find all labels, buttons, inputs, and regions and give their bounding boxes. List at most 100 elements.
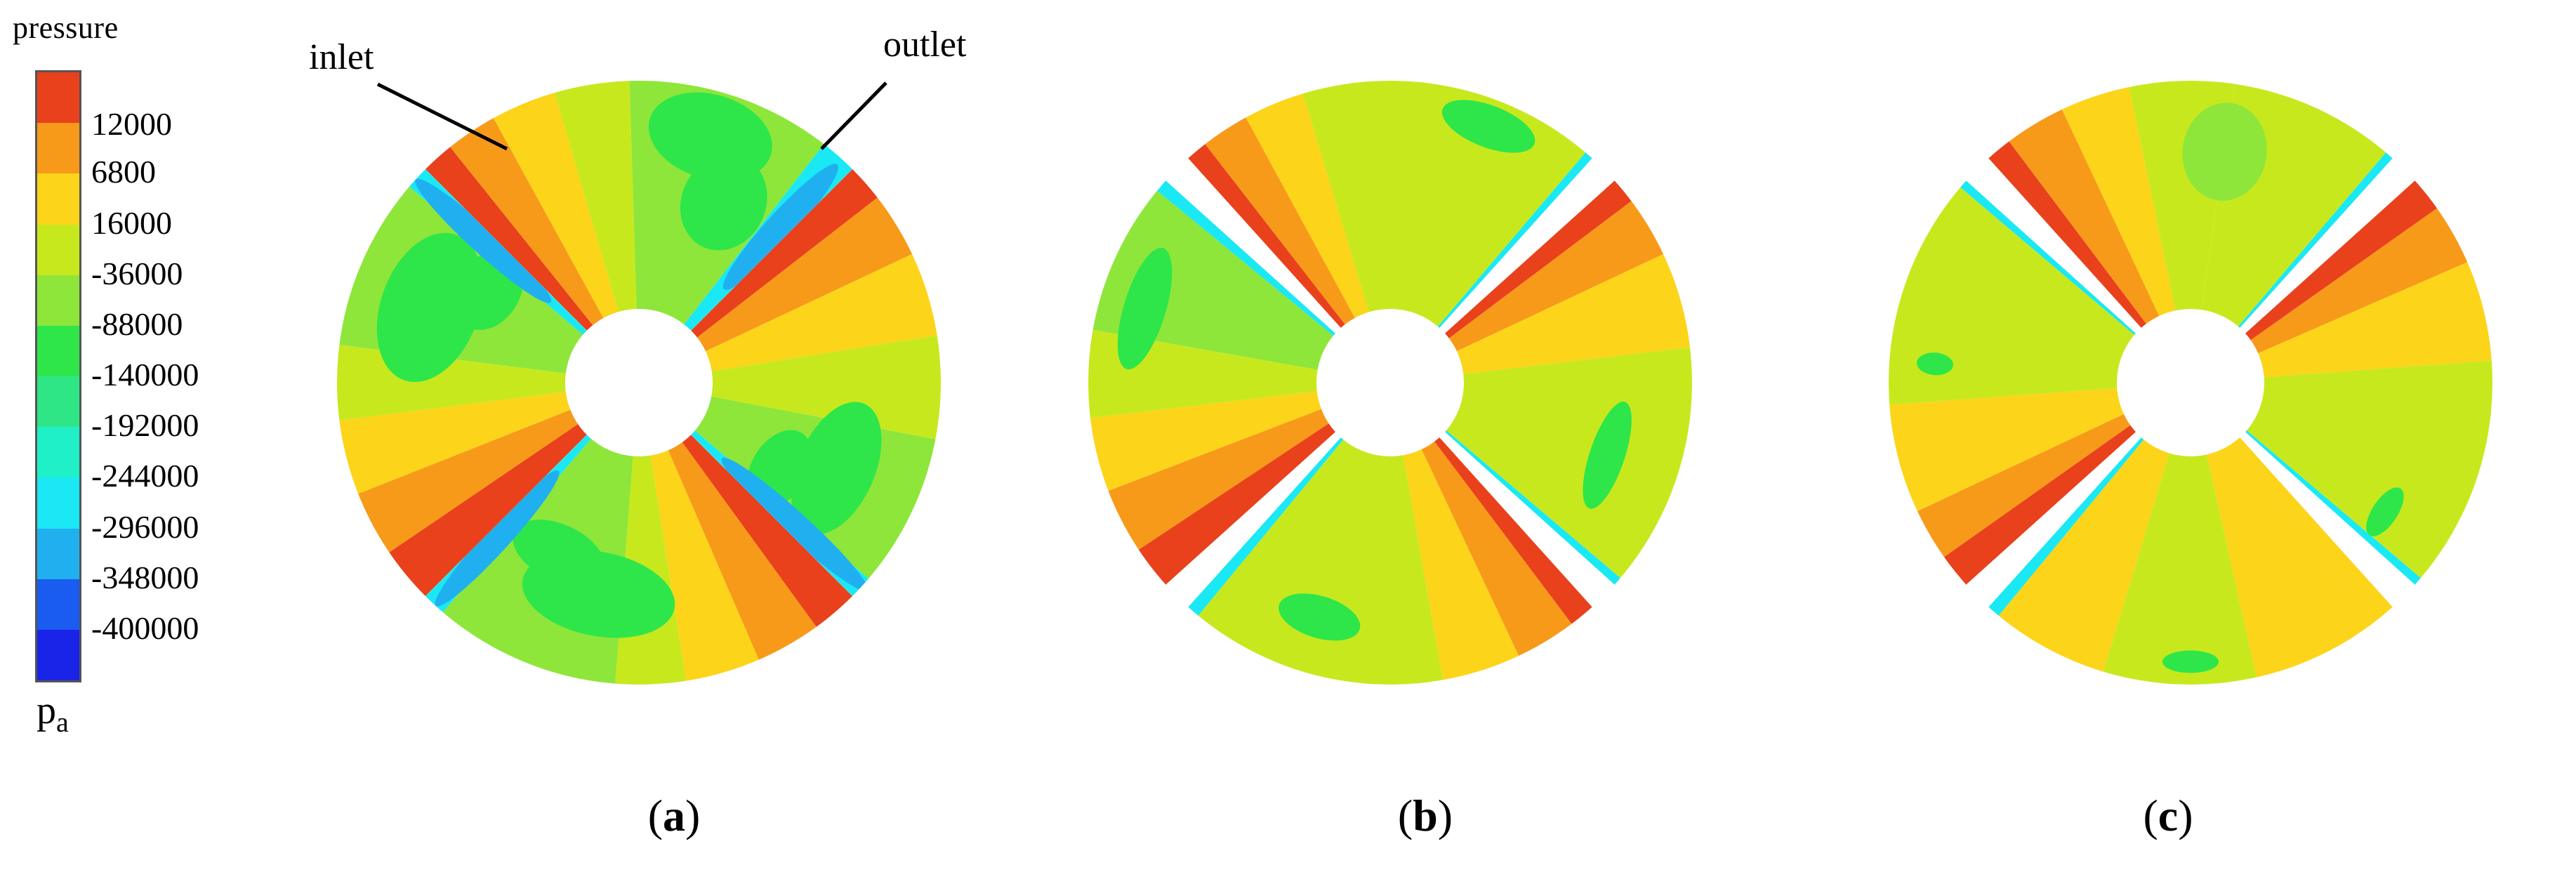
blade-top [425, 81, 853, 331]
panel-a-caption-letter: a [663, 791, 685, 840]
pressure-band [1420, 438, 1574, 659]
panel-b-caption-close: ) [1437, 791, 1453, 840]
pressure-band [448, 114, 605, 328]
pressure-band [708, 334, 941, 440]
pressure-band [1453, 252, 1692, 375]
outlet-label: outlet [883, 25, 967, 65]
pressure-band [2245, 180, 2440, 343]
panel-a-contour [337, 81, 941, 685]
legend-swatch [37, 123, 79, 174]
legend-unit-main: p [37, 689, 56, 732]
pressure-band [553, 81, 637, 315]
legend-swatch [37, 528, 79, 580]
panel-b-caption-open: ( [1397, 791, 1413, 840]
pressure-band [1445, 347, 1692, 581]
pressure-region [721, 457, 868, 592]
blade-top [1988, 81, 2393, 328]
legend-tick-label: -140000 [91, 357, 199, 392]
pressure-band [2205, 438, 2374, 681]
blade-left [1088, 180, 1335, 585]
pressure-band [1957, 180, 2136, 338]
legend-tick-label: -192000 [91, 407, 199, 444]
legend-swatch [37, 579, 79, 630]
legend-swatch [37, 224, 79, 276]
pressure-band [1244, 90, 1370, 322]
pressure-band [666, 439, 819, 663]
pressure-band [2254, 260, 2492, 378]
pressure-region [2162, 650, 2219, 673]
pressure-region [2182, 103, 2267, 201]
panel-a-caption-close: ) [685, 791, 701, 840]
pressure-band [2102, 449, 2257, 685]
pressure-band [694, 195, 916, 353]
pressure-band [1988, 437, 2146, 619]
pressure-band [337, 391, 574, 496]
blade-bottom [1188, 437, 1592, 685]
pressure-band [1941, 423, 2136, 585]
panel-b: (b) [1074, 0, 1832, 872]
pressure-band [2247, 206, 2471, 355]
pressure-band [1188, 437, 1346, 619]
panel-a: inlet outlet (a) [309, 0, 1067, 872]
pressure-region [376, 232, 484, 383]
pressure-band [1302, 80, 1390, 316]
pressure-band [1996, 437, 2171, 675]
panel-c-contour [1889, 81, 2492, 685]
legend-swatch [37, 325, 79, 377]
pressure-band [1402, 446, 1521, 684]
pressure-region [2366, 487, 2404, 536]
pressure-band [1432, 437, 1592, 627]
legend-swatch [37, 629, 79, 681]
blade-bottom [1988, 437, 2393, 685]
panel-c: (c) [1825, 0, 2576, 872]
pressure-band [691, 169, 880, 340]
pressure-band [355, 408, 581, 555]
inlet-leader-line [376, 82, 508, 151]
blade-right [1445, 180, 1692, 585]
legend-tick-label: -296000 [91, 508, 199, 545]
pressure-band [1203, 114, 1357, 327]
legend-swatch [37, 72, 79, 124]
pressure-band [1445, 180, 1634, 341]
pressure-region [722, 164, 839, 290]
panel-c-caption-letter: c [2158, 791, 2179, 840]
pressure-band [2233, 437, 2393, 627]
legend-tick-label: -36000 [91, 255, 183, 291]
pressure-band [1154, 180, 1335, 338]
outlet-leader-line [820, 81, 887, 150]
pressure-band [1446, 199, 1667, 353]
legend-unit-sub: a [56, 706, 69, 739]
panel-b-contour [1088, 80, 1692, 685]
legend-title: pressure [13, 11, 119, 45]
pressure-band [2060, 84, 2177, 319]
legend-swatch [37, 173, 79, 225]
pressure-band [1914, 412, 2134, 560]
blade-left [1889, 180, 2136, 585]
pressure-band [1390, 80, 1588, 328]
pressure-band [1435, 150, 1592, 328]
pressure-region [435, 470, 560, 607]
pressure-band [702, 252, 941, 372]
pressure-band [1889, 185, 2136, 405]
pressure-region [1917, 352, 1953, 376]
blade-right [2245, 180, 2492, 585]
legend-color-bar [35, 70, 81, 682]
panel-c-caption-open: ( [2143, 791, 2158, 840]
pressure-region [513, 520, 605, 586]
pressure-band [2245, 360, 2492, 581]
blade-top [1188, 80, 1592, 328]
legend-tick-label: 6800 [91, 154, 156, 190]
pressure-band [680, 435, 853, 630]
pressure-band [2007, 106, 2161, 327]
pressure-band [1445, 428, 1623, 585]
pressure-band [2235, 150, 2393, 328]
pressure-band [386, 422, 587, 597]
panel-b-caption: (b) [1355, 790, 1495, 842]
legend-swatch [37, 376, 79, 428]
legend-tick-label: 12000 [91, 106, 172, 143]
legend-tick-label: -400000 [91, 609, 199, 646]
pressure-band [1988, 138, 2148, 328]
legend-swatch [37, 275, 79, 326]
panel-c-caption: (c) [2098, 790, 2238, 842]
